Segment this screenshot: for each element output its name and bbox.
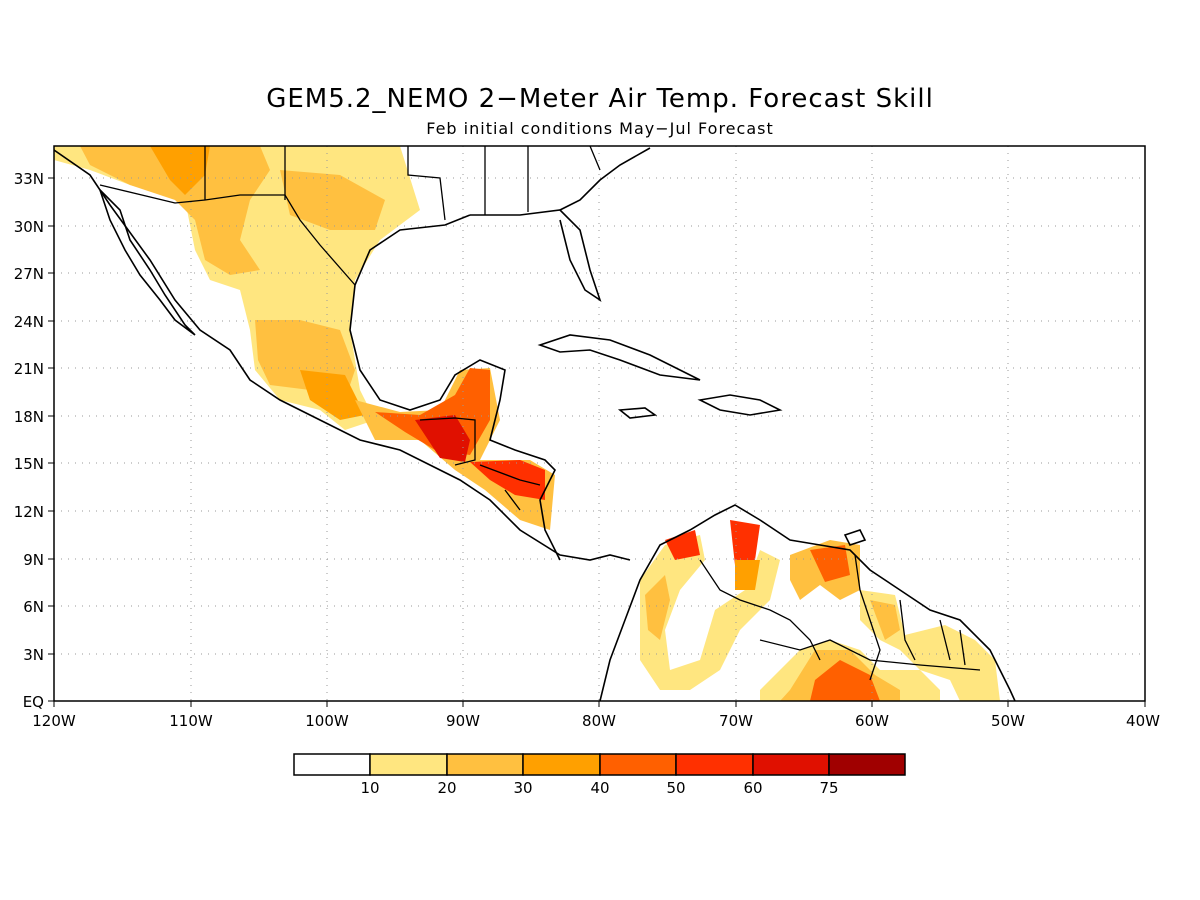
border-us-mexico (99, 184, 356, 286)
lat-labels: EQ 3N 6N 9N 12N 15N 18N 21N 24N 27N 30N … (14, 170, 44, 711)
lon-label: 70W (719, 712, 753, 730)
color-bar-label: 75 (819, 779, 838, 797)
border-central (479, 464, 541, 511)
lat-label: 9N (23, 551, 44, 569)
coast-florida (470, 209, 602, 302)
skill-shading (54, 146, 1000, 701)
skill-area-guiana-hot (810, 660, 880, 701)
lat-label: 12N (14, 503, 44, 521)
lon-label: 100W (305, 712, 349, 730)
coast-trinidad (843, 529, 867, 546)
gridlines (54, 146, 1145, 701)
skill-area-guyana-mid (870, 600, 900, 640)
coastlines (54, 147, 1016, 701)
lat-label: 6N (23, 598, 44, 616)
skill-area-sa-west (640, 535, 780, 690)
lat-label: EQ (23, 693, 44, 711)
color-bar-label: 30 (513, 779, 532, 797)
border-us-states (204, 146, 601, 221)
lon-label: 120W (32, 712, 76, 730)
color-bar-label: 50 (666, 779, 685, 797)
map-title: GEM5.2_NEMO 2−Meter Air Temp. Forecast S… (266, 84, 934, 114)
color-bar-box (752, 753, 830, 776)
border-venezuela-guyana (854, 554, 881, 681)
skill-area-ven-peak (730, 520, 760, 565)
skill-area-honduras (470, 460, 545, 500)
map-subtitle: Feb initial conditions May−Jul Forecast (426, 119, 774, 138)
lat-label: 33N (14, 170, 44, 188)
skill-area-nw-hot (150, 146, 210, 195)
lon-label: 50W (991, 712, 1025, 730)
border-brazil (759, 639, 981, 671)
lat-label: 24N (14, 313, 44, 331)
color-bar-box (446, 753, 524, 776)
skill-area-orinoco-hot (810, 545, 850, 582)
borders (99, 146, 981, 681)
color-bar-label: 10 (360, 779, 379, 797)
lon-label: 40W (1126, 712, 1160, 730)
color-bar-box (675, 753, 754, 776)
skill-area-central-core (415, 415, 470, 462)
coast-us-east (559, 147, 651, 211)
coast-south-america (599, 504, 1016, 701)
color-bar-label: 40 (590, 779, 609, 797)
coast-hispaniola (697, 394, 783, 416)
border-colombia-venezuela (699, 559, 821, 661)
coast-mexico-pacific (54, 149, 631, 561)
color-bar-box (369, 753, 448, 776)
lat-label: 15N (14, 455, 44, 473)
lat-label: 3N (23, 646, 44, 664)
color-bar-label: 20 (437, 779, 456, 797)
lon-label: 90W (446, 712, 480, 730)
border-guianas (899, 599, 966, 666)
lon-label: 60W (855, 712, 889, 730)
skill-area-texas (280, 170, 385, 230)
coast-cuba (537, 334, 701, 381)
color-bar-box (293, 753, 371, 776)
lat-label: 27N (14, 265, 44, 283)
coast-baja (99, 189, 196, 336)
color-bar-box (828, 753, 906, 776)
skill-area-ven-mid (735, 560, 760, 590)
lon-label: 80W (582, 712, 616, 730)
skill-area-plateau-hot (300, 370, 365, 420)
color-bar: 10 20 30 40 50 60 75 (293, 753, 906, 797)
lat-label: 21N (14, 360, 44, 378)
lon-labels: 120W 110W 100W 90W 80W 70W 60W 50W 40W (32, 712, 1160, 730)
skill-area-sa-west-mid (645, 575, 670, 640)
lon-label: 110W (169, 712, 213, 730)
lat-label: 30N (14, 218, 44, 236)
lat-label: 18N (14, 408, 44, 426)
color-bar-box (522, 753, 601, 776)
border-guatemala (419, 417, 476, 466)
axis-ticks (48, 177, 1146, 707)
color-bar-label: 60 (743, 779, 762, 797)
color-bar-box (599, 753, 677, 776)
coast-jamaica (617, 407, 658, 419)
coast-gulf (349, 214, 561, 561)
